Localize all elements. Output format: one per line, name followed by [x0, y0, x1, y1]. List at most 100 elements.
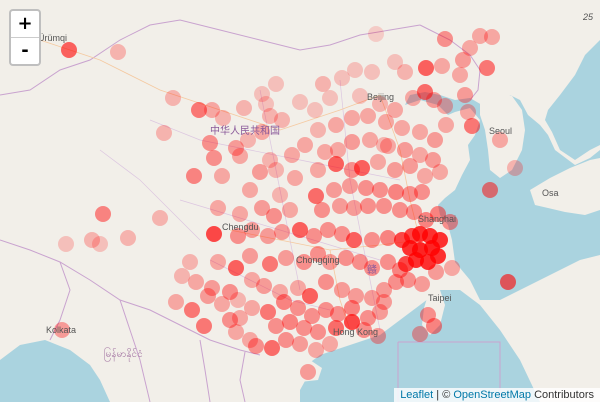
- data-marker[interactable]: [308, 342, 324, 358]
- data-marker[interactable]: [252, 164, 268, 180]
- data-marker[interactable]: [278, 250, 294, 266]
- data-marker[interactable]: [204, 102, 220, 118]
- data-marker[interactable]: [310, 122, 326, 138]
- data-marker[interactable]: [354, 160, 370, 176]
- data-marker[interactable]: [228, 140, 244, 156]
- data-marker[interactable]: [214, 168, 230, 184]
- data-marker[interactable]: [232, 310, 248, 326]
- data-marker[interactable]: [204, 280, 220, 296]
- data-marker[interactable]: [452, 67, 468, 83]
- data-marker[interactable]: [392, 202, 408, 218]
- data-marker[interactable]: [430, 206, 446, 222]
- data-marker[interactable]: [406, 204, 422, 220]
- data-marker[interactable]: [368, 26, 384, 42]
- data-marker[interactable]: [455, 52, 471, 68]
- data-marker[interactable]: [210, 200, 226, 216]
- data-marker[interactable]: [61, 42, 77, 58]
- data-marker[interactable]: [302, 288, 318, 304]
- data-marker[interactable]: [360, 198, 376, 214]
- data-marker[interactable]: [58, 236, 74, 252]
- data-marker[interactable]: [372, 304, 388, 320]
- data-marker[interactable]: [360, 108, 376, 124]
- data-marker[interactable]: [437, 98, 453, 114]
- data-marker[interactable]: [317, 144, 333, 160]
- data-marker[interactable]: [380, 230, 396, 246]
- data-marker[interactable]: [405, 90, 421, 106]
- data-marker[interactable]: [254, 200, 270, 216]
- data-marker[interactable]: [274, 112, 290, 128]
- data-marker[interactable]: [222, 284, 238, 300]
- data-marker[interactable]: [426, 92, 442, 108]
- data-marker[interactable]: [344, 314, 360, 330]
- data-marker[interactable]: [310, 324, 326, 340]
- data-marker[interactable]: [322, 254, 338, 270]
- data-marker[interactable]: [297, 137, 313, 153]
- data-marker[interactable]: [364, 290, 380, 306]
- data-marker[interactable]: [95, 206, 111, 222]
- data-marker[interactable]: [262, 256, 278, 272]
- data-marker[interactable]: [284, 147, 300, 163]
- data-marker[interactable]: [240, 132, 256, 148]
- data-marker[interactable]: [457, 87, 473, 103]
- data-marker[interactable]: [215, 110, 231, 126]
- data-marker[interactable]: [222, 312, 238, 328]
- data-marker[interactable]: [290, 280, 306, 296]
- data-marker[interactable]: [400, 272, 416, 288]
- data-marker[interactable]: [260, 304, 276, 320]
- data-marker[interactable]: [346, 200, 362, 216]
- data-marker[interactable]: [330, 306, 346, 322]
- data-marker[interactable]: [92, 236, 108, 252]
- data-marker[interactable]: [326, 182, 342, 198]
- data-marker[interactable]: [414, 276, 430, 292]
- data-marker[interactable]: [196, 318, 212, 334]
- data-marker[interactable]: [460, 104, 476, 120]
- data-marker[interactable]: [244, 300, 260, 316]
- data-marker[interactable]: [442, 214, 458, 230]
- data-marker[interactable]: [328, 156, 344, 172]
- data-marker[interactable]: [268, 162, 284, 178]
- data-marker[interactable]: [84, 232, 100, 248]
- data-marker[interactable]: [397, 64, 413, 80]
- data-marker[interactable]: [272, 187, 288, 203]
- data-marker[interactable]: [334, 282, 350, 298]
- data-marker[interactable]: [318, 302, 334, 318]
- data-marker[interactable]: [438, 117, 454, 133]
- data-marker[interactable]: [334, 226, 350, 242]
- data-marker[interactable]: [322, 90, 338, 106]
- data-marker[interactable]: [232, 206, 248, 222]
- data-marker[interactable]: [242, 182, 258, 198]
- data-marker[interactable]: [244, 272, 260, 288]
- data-marker[interactable]: [356, 322, 372, 338]
- data-marker[interactable]: [260, 228, 276, 244]
- data-marker[interactable]: [314, 202, 330, 218]
- data-marker[interactable]: [292, 336, 308, 352]
- data-marker[interactable]: [417, 168, 433, 184]
- data-marker[interactable]: [352, 88, 368, 104]
- data-marker[interactable]: [484, 29, 500, 45]
- data-marker[interactable]: [344, 110, 360, 126]
- data-marker[interactable]: [262, 108, 278, 124]
- data-marker[interactable]: [376, 282, 392, 298]
- data-marker[interactable]: [184, 302, 200, 318]
- data-marker[interactable]: [228, 324, 244, 340]
- data-marker[interactable]: [392, 262, 408, 278]
- data-marker[interactable]: [268, 318, 284, 334]
- data-marker[interactable]: [370, 154, 386, 170]
- data-marker[interactable]: [387, 162, 403, 178]
- data-marker[interactable]: [230, 228, 246, 244]
- data-marker[interactable]: [320, 222, 336, 238]
- data-marker[interactable]: [330, 142, 346, 158]
- data-marker[interactable]: [387, 102, 403, 118]
- data-marker[interactable]: [425, 152, 441, 168]
- data-marker[interactable]: [402, 186, 418, 202]
- data-marker[interactable]: [437, 31, 453, 47]
- data-marker[interactable]: [244, 222, 260, 238]
- data-marker[interactable]: [398, 256, 414, 272]
- data-marker[interactable]: [272, 284, 288, 300]
- data-marker[interactable]: [307, 102, 323, 118]
- data-marker[interactable]: [412, 124, 428, 140]
- data-marker[interactable]: [268, 76, 284, 92]
- data-marker[interactable]: [256, 278, 272, 294]
- data-marker[interactable]: [479, 60, 495, 76]
- data-marker[interactable]: [306, 228, 322, 244]
